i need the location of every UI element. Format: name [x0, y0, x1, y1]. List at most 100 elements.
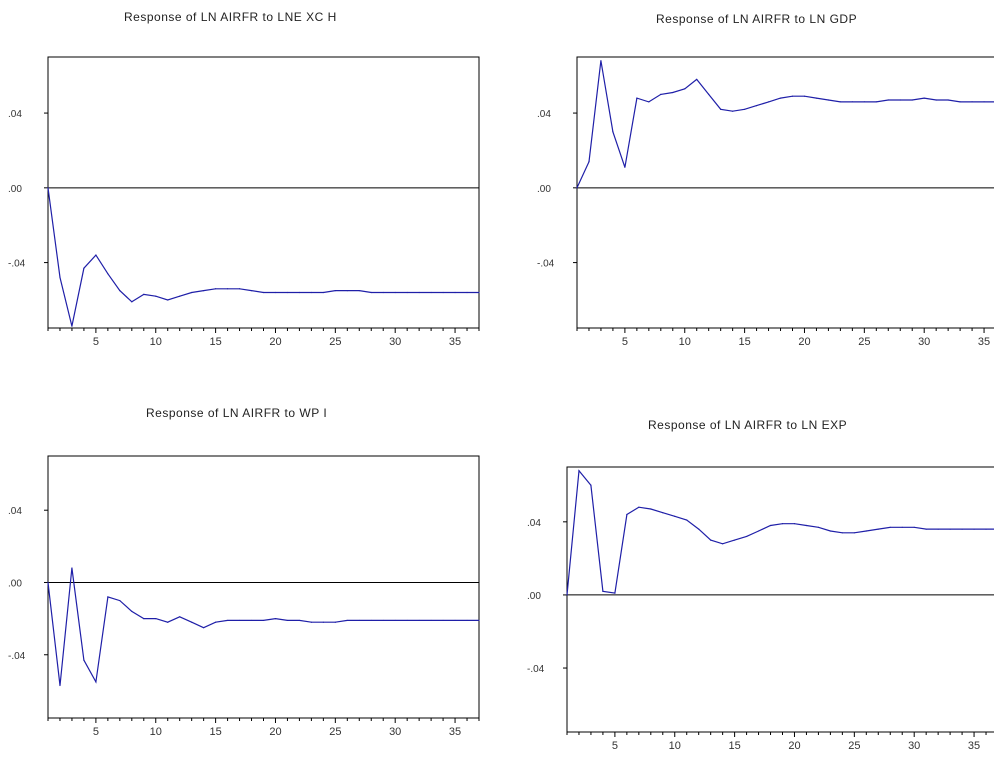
data-point: [370, 291, 372, 294]
chart-svg: .04 .00 -.04 5 10 15 20 25 30 35: [537, 56, 994, 348]
data-point: [179, 295, 181, 297]
data-point: [83, 659, 85, 661]
data-point: [418, 291, 420, 294]
x-tick-label: 30: [389, 336, 401, 348]
data-point: [238, 288, 241, 290]
data-point: [949, 528, 951, 530]
data-point: [418, 619, 420, 622]
data-point: [576, 187, 578, 189]
data-point: [684, 88, 686, 90]
data-point: [298, 291, 301, 294]
data-point: [913, 526, 915, 528]
data-point: [322, 621, 324, 623]
series-line: [47, 567, 479, 686]
data-point: [322, 291, 324, 294]
data-point: [59, 684, 61, 687]
x-tick-label: 5: [93, 726, 99, 738]
x-tick-label: 30: [908, 740, 920, 752]
data-point: [755, 104, 758, 107]
data-point: [732, 110, 734, 112]
x-tick-label: 15: [728, 740, 740, 752]
y-tick-label: .04: [527, 518, 541, 529]
data-point: [971, 101, 973, 103]
x-tick-label: 15: [738, 336, 750, 348]
plot-frame: [566, 466, 994, 733]
x-tick-label: 10: [150, 726, 162, 738]
data-point: [155, 618, 157, 620]
data-point: [167, 299, 169, 301]
data-point: [781, 523, 784, 525]
data-point: [406, 291, 408, 294]
data-point: [454, 291, 456, 294]
y-tick-label: -.04: [537, 259, 555, 270]
data-point: [662, 512, 664, 514]
data-point: [143, 618, 145, 620]
data-point: [602, 590, 604, 592]
data-point: [937, 528, 939, 530]
data-point: [203, 290, 205, 292]
x-tick-label: 30: [918, 336, 930, 348]
data-point: [262, 291, 265, 294]
x-tick-label: 20: [269, 336, 281, 348]
data-point: [686, 519, 688, 521]
y-tick-label: -.04: [527, 664, 545, 675]
x-tick-label: 35: [449, 336, 461, 348]
data-point: [827, 99, 830, 101]
data-point: [262, 619, 265, 622]
data-point: [612, 131, 614, 133]
chart-svg: .04 .00 -.04 5 10 15 20 25 30 35: [8, 455, 480, 738]
data-point: [720, 108, 722, 110]
y-tick-label: -.04: [8, 651, 26, 662]
data-point: [131, 610, 133, 612]
data-point: [901, 526, 903, 528]
data-point: [911, 99, 913, 101]
data-point: [334, 621, 336, 623]
x-tick-label: 5: [622, 336, 628, 348]
data-point: [614, 592, 616, 594]
series-line: [566, 469, 994, 595]
x-tick-label: 5: [93, 336, 99, 348]
data-point: [298, 619, 301, 622]
data-point: [626, 513, 628, 516]
data-point: [167, 621, 169, 623]
data-point: [648, 101, 650, 103]
plot-frame: [47, 455, 480, 719]
data-point: [961, 528, 963, 530]
data-point: [566, 594, 568, 596]
data-point: [442, 291, 444, 294]
chart-svg: .04 .00 -.04 5 10 15 20 25 30 35: [527, 466, 994, 752]
data-point: [779, 97, 782, 99]
data-point: [865, 530, 867, 532]
data-point: [215, 621, 217, 623]
data-point: [925, 528, 927, 530]
data-point: [191, 621, 193, 623]
chart-panel-lnexp: Response of LN AIRFR to LN EXP .04 .00 -.0…: [497, 382, 994, 763]
x-tick-label: 35: [449, 726, 461, 738]
data-point: [959, 101, 961, 103]
data-point: [215, 288, 217, 290]
data-point: [863, 101, 865, 103]
data-point: [983, 101, 985, 103]
data-point: [346, 290, 348, 292]
data-point: [382, 291, 384, 294]
data-point: [131, 301, 133, 303]
series-line: [47, 187, 479, 327]
data-point: [636, 97, 638, 99]
chart-title: Response of LN AIRFR to LN EXP: [648, 418, 848, 432]
x-tick-label: 10: [150, 336, 162, 348]
data-point: [638, 506, 640, 508]
data-point: [672, 91, 674, 94]
data-point: [358, 290, 360, 292]
data-point: [394, 619, 396, 622]
data-point: [698, 528, 700, 530]
data-point: [600, 60, 602, 62]
data-point: [757, 530, 760, 532]
data-point: [889, 526, 891, 528]
data-point: [805, 524, 808, 527]
data-point: [877, 528, 879, 530]
x-tick-label: 25: [858, 336, 870, 348]
data-point: [238, 619, 241, 622]
series-line: [576, 60, 994, 189]
x-tick-label: 20: [269, 726, 281, 738]
x-tick-label: 25: [329, 336, 341, 348]
